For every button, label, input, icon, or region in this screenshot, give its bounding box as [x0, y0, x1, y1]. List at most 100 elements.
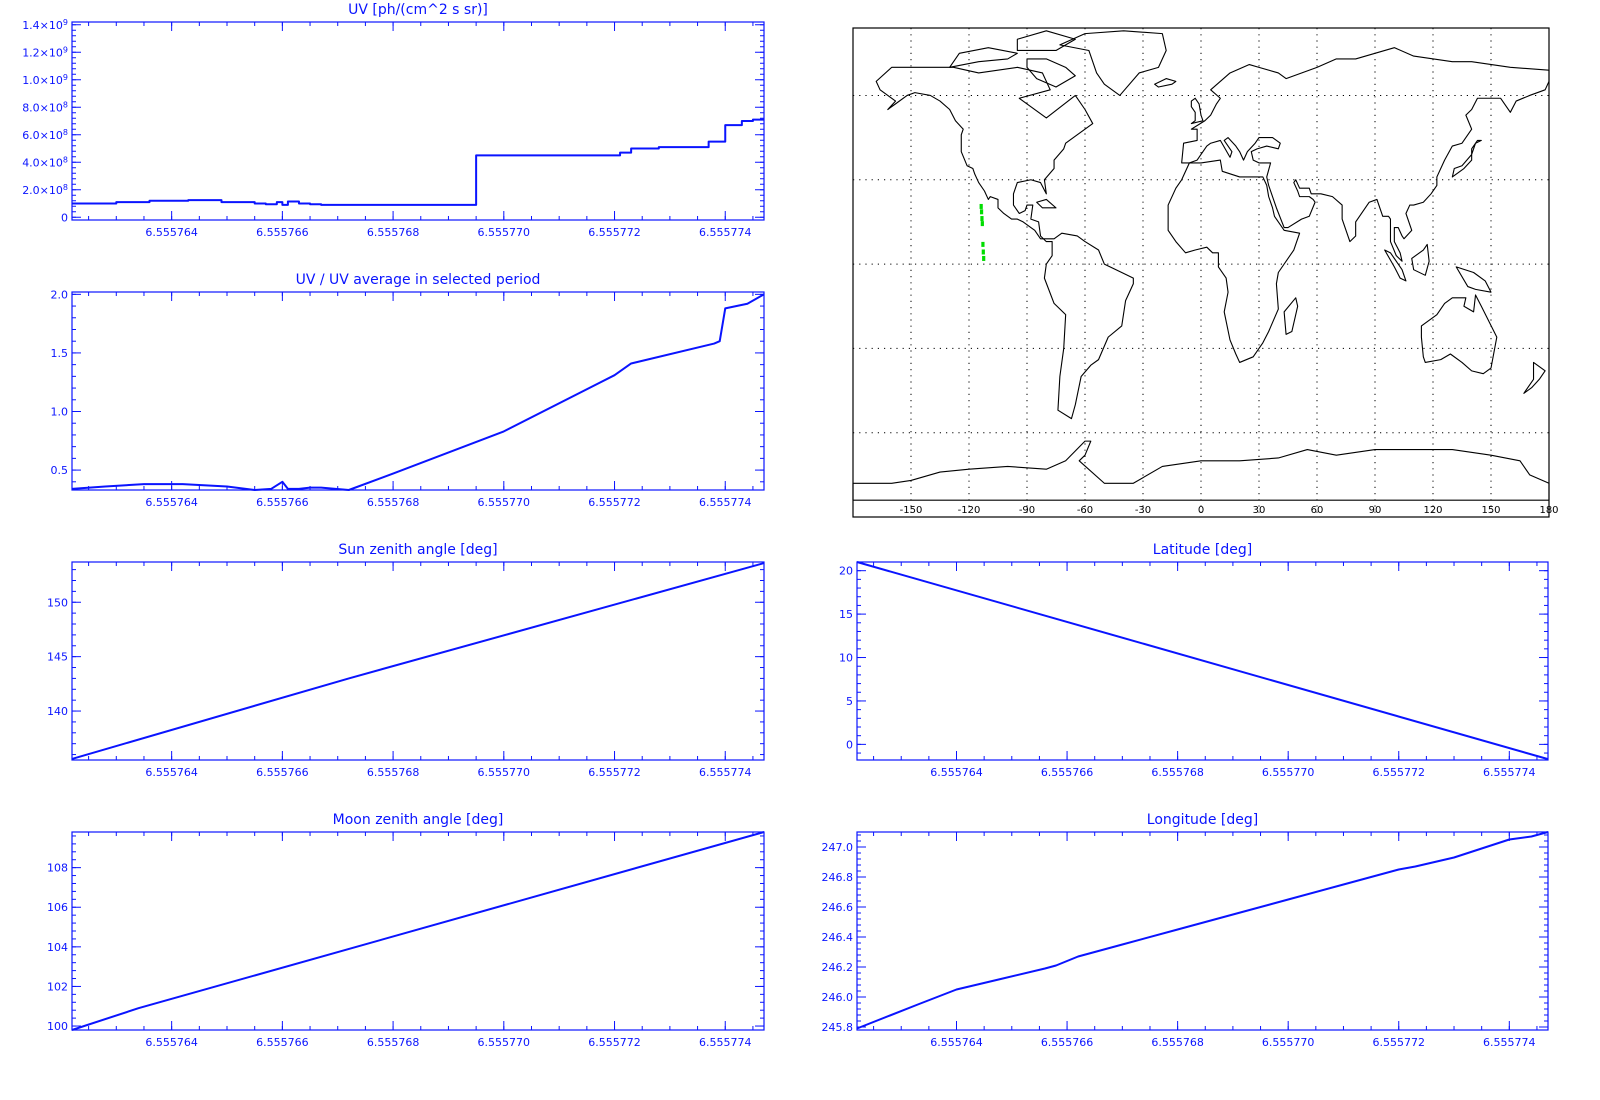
x-tick-label: 6.555766 — [256, 226, 309, 239]
y-tick-label: 100 — [47, 1020, 68, 1033]
x-tick-label: 6.555770 — [1262, 766, 1315, 779]
y-tick-label: 247.0 — [822, 841, 854, 854]
x-tick-label: 6.555770 — [478, 226, 531, 239]
x-tick-label: 6.555764 — [145, 226, 198, 239]
x-tick-label: 6.555772 — [588, 1036, 641, 1049]
x-tick-label: 6.555768 — [367, 226, 420, 239]
x-tick-label: 6.555768 — [1151, 766, 1204, 779]
x-tick-label: 6.555774 — [699, 766, 752, 779]
x-tick-label: 6.555772 — [1372, 766, 1425, 779]
y-tick-label: 4.0×108 — [22, 155, 68, 170]
track-point — [980, 221, 984, 227]
y-tick-label: 1.0 — [51, 406, 69, 419]
x-tick-label: 6.555768 — [1151, 1036, 1204, 1049]
y-tick-label: 245.8 — [822, 1021, 854, 1034]
y-tick-label: 1.2×109 — [22, 45, 68, 60]
map-lon-label: -30 — [1135, 505, 1151, 516]
map-lon-label: 180 — [1539, 505, 1558, 516]
series-line — [71, 562, 765, 760]
coastline — [1059, 30, 1167, 96]
y-tick-label: 102 — [47, 980, 68, 993]
y-tick-label: 0 — [61, 211, 68, 224]
chart-title: UV / UV average in selected period — [296, 272, 541, 288]
latitude-plot: Latitude [deg] 6.555764 6.555766 6.555768 6.… — [839, 542, 1549, 779]
x-tick-label: 6.555768 — [367, 1036, 420, 1049]
series-line — [71, 293, 765, 491]
x-tick-label: 6.555774 — [699, 1036, 752, 1049]
chart-title: UV [ph/(cm^2 s sr)] — [348, 2, 488, 18]
x-tick-label: 6.555772 — [588, 766, 641, 779]
map-lon-label: -150 — [900, 505, 923, 516]
y-tick-label: 1.0×109 — [22, 72, 68, 87]
x-tick-label: 6.555764 — [145, 496, 198, 509]
map-lon-label: 30 — [1253, 505, 1266, 516]
x-tick-label: 6.555766 — [256, 1036, 309, 1049]
moon-zenith-plot: Moon zenith angle [deg] 6.555764 6.555766 6… — [47, 812, 765, 1049]
map-lon-label: 0 — [1198, 505, 1204, 516]
y-tick-label: 20 — [839, 565, 853, 578]
x-tick-label: 6.555772 — [588, 226, 641, 239]
x-tick-label: 6.555766 — [256, 496, 309, 509]
coastline — [1283, 297, 1299, 335]
plot-frame — [856, 561, 1549, 761]
x-tick-label: 6.555770 — [478, 766, 531, 779]
x-tick-label: 6.555772 — [1372, 1036, 1425, 1049]
track-point — [979, 203, 983, 209]
y-tick-label: 145 — [47, 651, 68, 664]
map-lon-label: 90 — [1369, 505, 1382, 516]
x-tick-label: 6.555766 — [256, 766, 309, 779]
y-tick-label: 2.0×108 — [22, 182, 68, 197]
coastline — [1455, 266, 1492, 293]
plot-frame — [71, 291, 765, 491]
coastline — [1420, 294, 1498, 375]
coastline — [1411, 243, 1430, 276]
x-tick-label: 6.555768 — [367, 496, 420, 509]
y-tick-label: 246.8 — [822, 871, 854, 884]
y-tick-label: 5 — [846, 695, 853, 708]
x-tick-label: 6.555764 — [145, 1036, 198, 1049]
coastline — [1451, 139, 1482, 178]
series-line — [71, 831, 765, 1031]
y-tick-label: 1.5 — [51, 347, 69, 360]
track-point — [981, 249, 985, 255]
y-tick-label: 8.0×108 — [22, 100, 68, 115]
y-tick-label: 0.5 — [51, 464, 69, 477]
x-tick-label: 6.555764 — [930, 766, 983, 779]
y-tick-label: 140 — [47, 705, 68, 718]
x-tick-label: 6.555764 — [930, 1036, 983, 1049]
x-tick-label: 6.555770 — [1262, 1036, 1315, 1049]
coastline — [1167, 159, 1301, 363]
coastline — [1016, 30, 1076, 52]
x-tick-label: 6.555766 — [1041, 766, 1094, 779]
plot-frame — [856, 831, 1549, 1031]
x-tick-label: 6.555766 — [1041, 1036, 1094, 1049]
series-line — [72, 118, 764, 206]
uv-plot: UV [ph/(cm^2 s sr)] 6.555764 6.555766 6.555… — [22, 2, 765, 239]
x-tick-label: 6.555774 — [699, 226, 752, 239]
x-tick-label: 6.555774 — [699, 496, 752, 509]
x-tick-label: 6.555770 — [478, 496, 531, 509]
map-lon-label: 120 — [1423, 505, 1442, 516]
x-tick-label: 6.555774 — [1483, 766, 1536, 779]
coastline — [949, 47, 1018, 68]
chart-title: Moon zenith angle [deg] — [333, 812, 504, 828]
chart-title: Longitude [deg] — [1147, 812, 1258, 828]
map-lon-label: 60 — [1311, 505, 1324, 516]
series-line — [856, 561, 1549, 761]
y-tick-label: 1.4×109 — [22, 17, 68, 32]
coastline — [1026, 58, 1076, 88]
y-tick-label: 2.0 — [51, 288, 69, 301]
x-tick-label: 6.555764 — [145, 766, 198, 779]
y-tick-label: 246.2 — [822, 961, 854, 974]
series-line — [856, 831, 1549, 1030]
coastline — [1181, 47, 1550, 262]
y-tick-label: 0 — [846, 738, 853, 751]
y-tick-label: 150 — [47, 596, 68, 609]
map-lon-label: -90 — [1019, 505, 1035, 516]
y-tick-label: 15 — [839, 608, 853, 621]
x-tick-label: 6.555770 — [478, 1036, 531, 1049]
track-point — [981, 241, 985, 247]
y-tick-label: 104 — [47, 941, 68, 954]
y-tick-label: 10 — [839, 652, 853, 665]
